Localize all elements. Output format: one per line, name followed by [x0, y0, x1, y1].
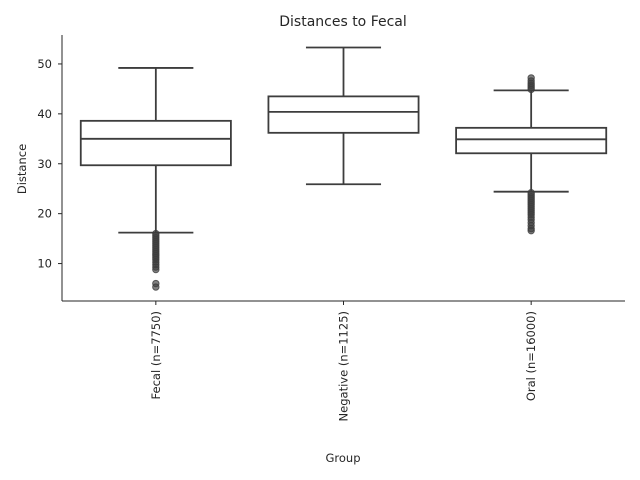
y-tick-label: 50 [37, 57, 52, 71]
iqr-box [79, 119, 232, 167]
y-tick-label: 10 [37, 257, 52, 271]
x-tick-label: Negative (n=1125) [337, 311, 351, 421]
box-group [455, 74, 608, 235]
y-tick-label: 30 [37, 157, 52, 171]
box-group [79, 67, 232, 291]
outlier-point [152, 283, 160, 291]
outlier-point [527, 226, 535, 235]
outlier-point [152, 265, 160, 274]
outlier-point [527, 74, 535, 82]
iqr-box [455, 126, 608, 155]
x-axis-label: Group [325, 451, 360, 465]
x-tick-label: Fecal (n=7750) [149, 311, 163, 399]
y-tick-label: 40 [37, 107, 52, 121]
y-axis-label: Distance [15, 144, 29, 194]
x-tick-label: Oral (n=16000) [524, 311, 538, 401]
plot-area [79, 46, 608, 291]
box-group [267, 46, 420, 186]
iqr-box [267, 95, 420, 134]
x-axis: Fecal (n=7750) Negative (n=1125) Oral (n=1… [62, 300, 625, 421]
y-axis: 10 20 30 40 50 [37, 35, 63, 301]
y-tick-label: 20 [37, 207, 52, 221]
chart-title: Distances to Fecal [279, 14, 407, 30]
